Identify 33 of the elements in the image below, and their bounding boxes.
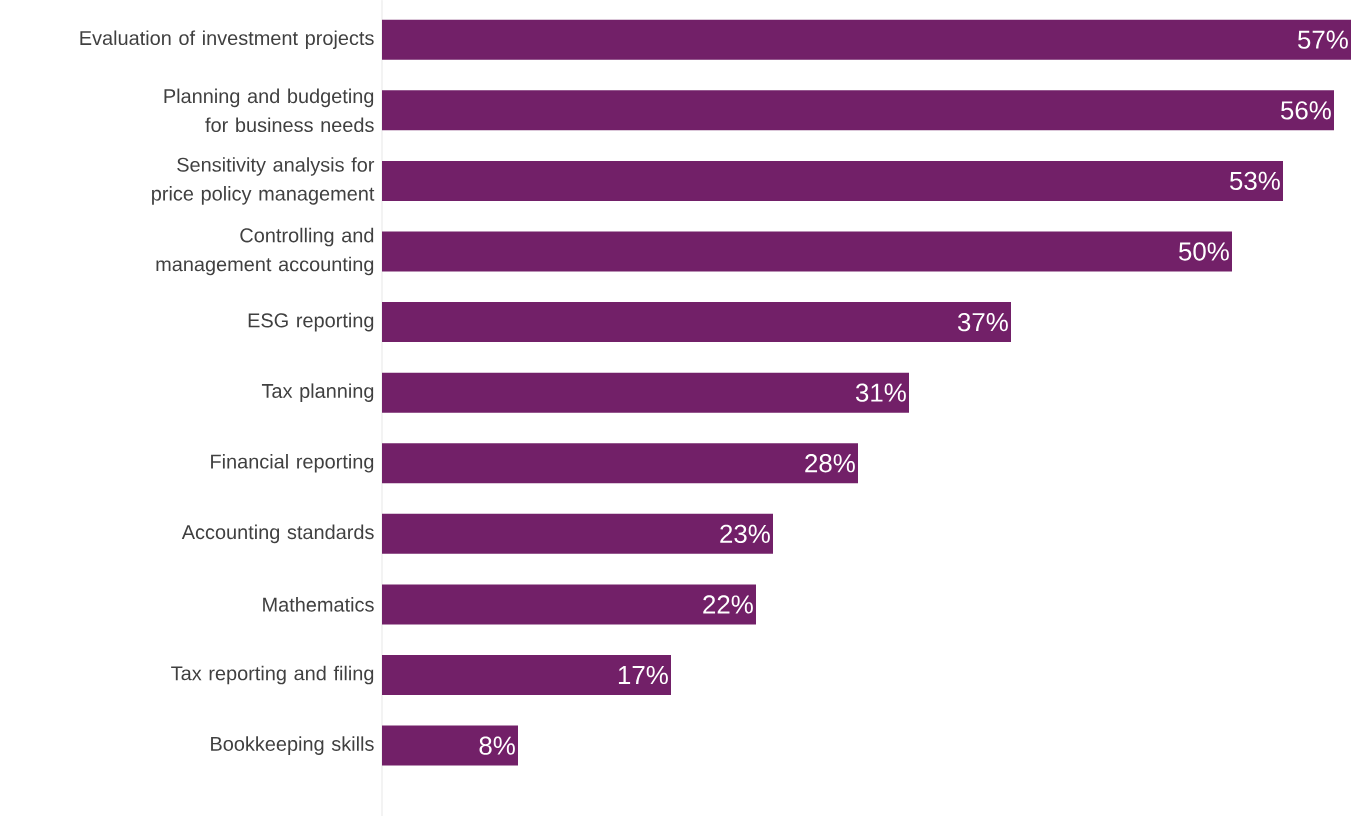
data-label: 37% — [957, 312, 1008, 332]
bar — [382, 513, 773, 554]
bar — [382, 19, 1351, 60]
data-label: 53% — [1229, 171, 1280, 190]
data-label: 23% — [720, 524, 770, 543]
bar — [382, 654, 671, 695]
data-label: 50% — [1178, 242, 1229, 261]
data-label: 31% — [855, 383, 906, 402]
data-label: 22% — [703, 595, 753, 614]
y-tick-label: Financial reporting — [211, 453, 374, 473]
bar — [382, 725, 518, 766]
y-tick-label: Tax planning — [261, 383, 374, 402]
bar — [382, 584, 756, 625]
bar — [382, 90, 1334, 131]
y-tick-label: Controlling and management accounting — [156, 227, 374, 276]
y-tick-label: Accounting standards — [181, 524, 374, 543]
y-tick-label: Tax reporting and filing — [171, 665, 374, 685]
y-tick-label: ESG reporting — [248, 312, 374, 332]
bar — [382, 301, 1011, 342]
bar — [382, 372, 909, 413]
y-tick-label: Mathematics — [263, 596, 374, 612]
bar — [382, 443, 858, 484]
data-label: 17% — [618, 665, 668, 684]
data-label: 28% — [805, 453, 855, 473]
y-tick-label: Planning and budgeting for business needs — [164, 88, 374, 132]
y-tick-label: Sensitivity analysis for price policy management — [152, 156, 375, 205]
data-label: 56% — [1280, 100, 1331, 120]
y-tick-label: Bookkeeping skills — [211, 736, 374, 755]
data-label: 8% — [479, 736, 515, 755]
data-label: 57% — [1297, 30, 1348, 49]
bar — [382, 160, 1283, 201]
bar — [382, 231, 1232, 272]
y-tick-label: Evaluation of investment projects — [80, 30, 374, 49]
